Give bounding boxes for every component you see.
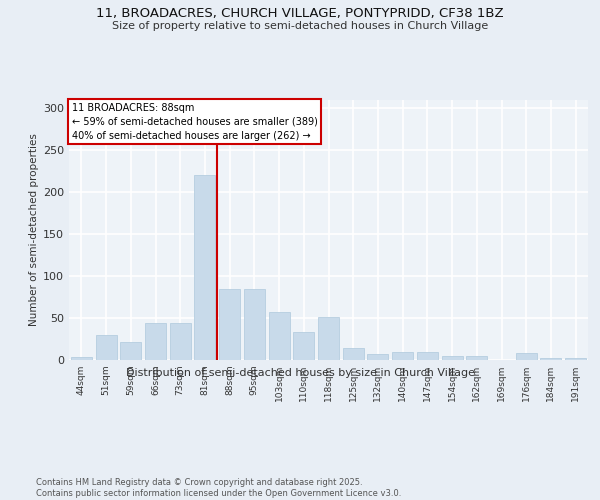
Bar (565, 358, 586, 360)
Bar (194, 176, 215, 360)
Bar (219, 288, 240, 360)
Bar (71, 356, 92, 360)
Bar (541, 358, 562, 360)
Bar (367, 354, 388, 360)
Bar (95, 335, 116, 360)
Bar (170, 323, 191, 360)
Bar (120, 342, 141, 360)
Text: 11, BROADACRES, CHURCH VILLAGE, PONTYPRIDD, CF38 1BZ: 11, BROADACRES, CHURCH VILLAGE, PONTYPRI… (96, 8, 504, 20)
Text: Contains HM Land Registry data © Crown copyright and database right 2025.
Contai: Contains HM Land Registry data © Crown c… (36, 478, 401, 498)
Bar (466, 356, 487, 360)
Y-axis label: Number of semi-detached properties: Number of semi-detached properties (29, 134, 39, 326)
Bar (417, 352, 438, 360)
Bar (318, 317, 339, 360)
Bar (145, 323, 166, 360)
Bar (516, 354, 537, 360)
Bar (442, 356, 463, 360)
Bar (343, 348, 364, 360)
Bar (293, 332, 314, 360)
Bar (244, 288, 265, 360)
Bar (392, 352, 413, 360)
Text: 11 BROADACRES: 88sqm
← 59% of semi-detached houses are smaller (389)
40% of semi: 11 BROADACRES: 88sqm ← 59% of semi-detac… (71, 102, 317, 141)
Text: Distribution of semi-detached houses by size in Church Village: Distribution of semi-detached houses by … (125, 368, 475, 378)
Text: Size of property relative to semi-detached houses in Church Village: Size of property relative to semi-detach… (112, 21, 488, 31)
Bar (269, 312, 290, 360)
